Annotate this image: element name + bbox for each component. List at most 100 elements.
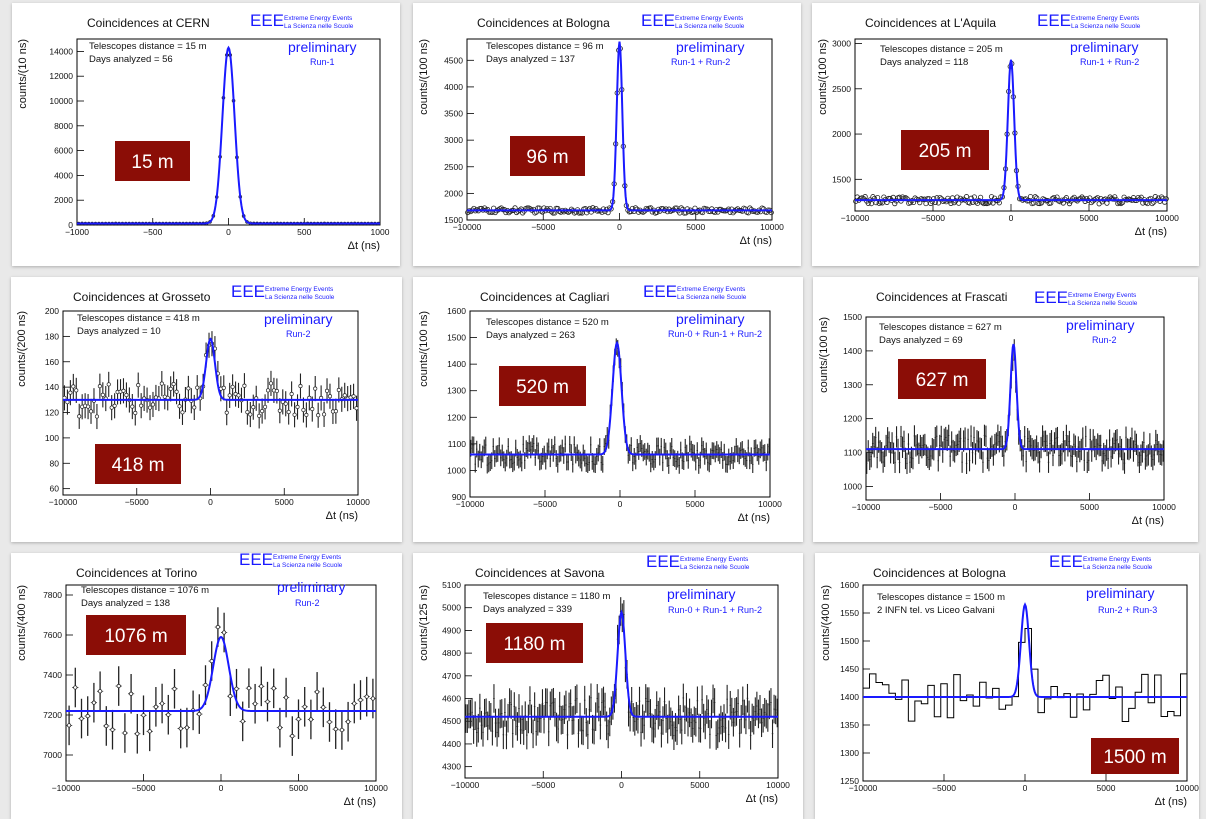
gaussian-fit-line: [63, 337, 358, 401]
x-tick-label: 10000: [1175, 783, 1199, 793]
data-point: [370, 696, 375, 701]
data-point: [73, 685, 78, 690]
y-tick-label: 5100: [442, 580, 461, 590]
data-point: [346, 719, 351, 724]
eee-logo-mark: EEE: [1049, 553, 1083, 571]
data-point: [358, 697, 363, 703]
data-point: [116, 684, 121, 689]
x-tick-label: −5000: [932, 783, 956, 793]
distance-badge: [115, 141, 190, 181]
eee-logo-line2: La Scienza nelle Scuole: [1068, 300, 1138, 307]
y-tick-label: 1250: [840, 776, 859, 786]
y-tick-label: 1200: [447, 412, 466, 422]
data-point: [352, 701, 357, 706]
data-point: [321, 705, 326, 710]
x-axis-label: Δt (ns): [740, 235, 772, 247]
data-points: [853, 61, 1169, 207]
x-tick-label: 0: [219, 783, 224, 793]
data-point: [1032, 194, 1038, 200]
data-point: [221, 385, 226, 390]
data-point: [967, 200, 973, 206]
x-tick-label: −10000: [451, 780, 480, 790]
info-line: Days analyzed = 339: [483, 604, 572, 615]
data-point: [246, 686, 251, 691]
y-tick-label: 1500: [843, 312, 862, 322]
data-point: [94, 414, 99, 419]
x-axis-label: Δt (ns): [738, 512, 770, 524]
plot-title: Coincidences at Cagliari: [480, 290, 609, 304]
y-tick-label: 4500: [442, 716, 461, 726]
y-tick-label: 1500: [444, 215, 463, 225]
x-axis-label: Δt (ns): [1155, 796, 1187, 808]
plot-title: Coincidences at Savona: [475, 566, 605, 580]
plot-title: Coincidences at Bologna: [477, 16, 610, 30]
data-point: [290, 734, 295, 739]
data-point: [274, 388, 279, 394]
x-tick-label: −1000: [65, 227, 89, 237]
data-point: [240, 719, 245, 724]
data-point: [85, 714, 90, 719]
data-point: [245, 410, 250, 415]
data-point: [322, 412, 327, 417]
y-tick-label: 1500: [840, 636, 859, 646]
data-point: [166, 712, 171, 717]
y-tick-label: 80: [50, 458, 60, 468]
gaussian-fit-line: [465, 609, 778, 718]
y-tick-label: 2000: [832, 129, 851, 139]
plot-panel-1: 0 2000 4000 6000 8000 10000 12000 14000 −1000 −50…: [12, 3, 400, 266]
y-tick-label: 1400: [840, 692, 859, 702]
data-point: [260, 409, 265, 414]
y-tick-label: 1500: [832, 174, 851, 184]
y-axis-label: counts/(200 ns): [16, 311, 28, 387]
y-axis-label: counts/(100 ns): [817, 39, 829, 115]
x-tick-label: −10000: [849, 783, 878, 793]
data-points: [62, 331, 359, 430]
data-point: [97, 384, 102, 389]
plot-frame: [65, 584, 377, 782]
data-point: [333, 409, 338, 414]
y-tick-label: 1000: [447, 465, 466, 475]
y-tick-label: 3000: [832, 39, 851, 49]
info-line: Days analyzed = 138: [81, 598, 170, 609]
info-line: 2 INFN tel. vs Liceo Galvani: [877, 605, 995, 616]
info-line: Telescopes distance = 1500 m: [877, 592, 1005, 603]
y-tick-label: 4500: [444, 55, 463, 65]
plot-panel-2: 1500 2000 2500 3000 3500 4000 4500 −10000 −5000 0…: [413, 3, 801, 266]
data-point: [67, 723, 72, 728]
y-tick-label: 4000: [444, 82, 463, 92]
data-point: [109, 405, 114, 410]
data-point: [324, 388, 330, 393]
y-tick-label: 2500: [444, 162, 463, 172]
plot-panel-3: 1500 2000 2500 3000 −10000 −5000 0 5000 10000 Δt …: [812, 3, 1199, 266]
data-point: [263, 404, 268, 409]
data-point: [283, 401, 288, 406]
data-point: [174, 389, 179, 394]
data-point: [172, 686, 177, 691]
x-axis-label: Δt (ns): [344, 796, 376, 808]
x-tick-label: 0: [226, 227, 231, 237]
y-tick-label: 1600: [840, 580, 859, 590]
distance-label: 205 m: [919, 141, 972, 162]
data-point: [121, 388, 126, 393]
y-tick-label: 1000: [843, 481, 862, 491]
data-point: [141, 713, 146, 718]
y-tick-label: 1600: [447, 306, 466, 316]
data-point: [310, 407, 315, 412]
y-tick-label: 8000: [54, 121, 73, 131]
data-point: [88, 409, 94, 414]
info-line: Days analyzed = 263: [486, 330, 575, 341]
data-point: [215, 625, 220, 630]
eee-logo-line1: Extreme Energy Events: [265, 286, 334, 293]
data-point: [122, 730, 127, 736]
data-point: [171, 382, 176, 387]
x-tick-label: 10000: [760, 222, 784, 232]
data-point: [68, 390, 73, 395]
x-tick-label: 0: [619, 780, 624, 790]
x-tick-label: 5000: [1080, 213, 1099, 223]
distance-label: 15 m: [131, 152, 173, 173]
distance-badge: [95, 444, 181, 484]
y-tick-label: 1350: [840, 720, 859, 730]
distance-badge: [1091, 738, 1179, 774]
data-point: [295, 404, 300, 409]
